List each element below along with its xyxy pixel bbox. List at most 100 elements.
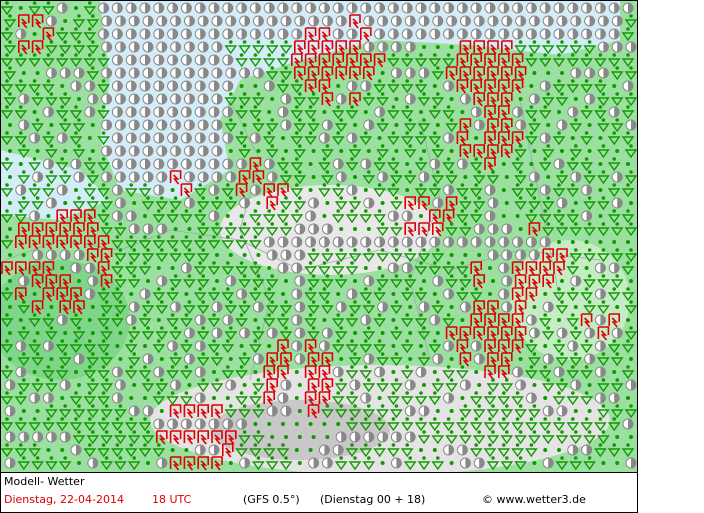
weather-symbol — [359, 131, 373, 146]
cloud-fill — [503, 3, 509, 13]
thunderstorm — [84, 209, 96, 224]
rain-dot — [281, 422, 285, 426]
rain-dot — [228, 149, 233, 153]
cloud-fill — [548, 16, 554, 26]
weather-symbol — [263, 183, 276, 198]
shower — [511, 396, 524, 406]
shower — [486, 409, 500, 419]
shower — [141, 331, 155, 341]
cloud-fill — [10, 380, 15, 390]
weather-symbol — [0, 105, 14, 120]
cloud-fill — [382, 42, 388, 52]
weather-symbol — [169, 352, 182, 367]
weather-symbol — [459, 40, 472, 55]
weather-symbol — [542, 301, 554, 313]
weather-symbol — [374, 106, 386, 118]
shower — [265, 279, 279, 289]
shower — [321, 253, 334, 263]
rain-dot — [422, 45, 426, 49]
weather-symbol — [170, 119, 182, 131]
weather-symbol — [360, 2, 372, 14]
shower-dot — [502, 443, 506, 447]
cloud-fill — [503, 289, 509, 299]
cloud-fill — [158, 81, 164, 91]
thunderstorm — [14, 261, 27, 276]
weather-symbol — [196, 300, 210, 315]
cloud-fill — [396, 458, 402, 468]
rain-dot — [8, 175, 12, 179]
weather-symbol — [445, 222, 458, 237]
weather-symbol — [211, 15, 223, 27]
shower — [514, 201, 527, 211]
shower-dot — [60, 339, 64, 343]
shower — [541, 45, 555, 55]
shower — [252, 331, 265, 341]
shower-dot — [587, 196, 592, 200]
cloud-fill — [628, 419, 633, 429]
shower — [180, 396, 193, 406]
shower-dot — [391, 157, 396, 161]
weather-symbol — [225, 396, 230, 400]
rain-dot — [225, 214, 230, 218]
shower-dot — [215, 352, 219, 356]
weather-symbol — [363, 275, 375, 287]
shower — [431, 461, 445, 471]
weather-symbol — [491, 279, 495, 283]
weather-symbol — [353, 279, 357, 283]
shower — [362, 305, 376, 315]
weather-symbol — [360, 158, 372, 170]
weather-symbol — [525, 417, 538, 432]
shower-dot — [584, 53, 589, 57]
rain-dot — [170, 266, 175, 270]
shower — [456, 266, 469, 276]
cloud-fill — [189, 120, 195, 130]
rain-dot — [615, 305, 620, 309]
shower — [514, 409, 527, 419]
cloud-fill — [189, 172, 195, 182]
weather-symbol — [125, 80, 137, 92]
shower-dot — [543, 157, 547, 161]
shower-dot — [598, 417, 603, 421]
weather-symbol — [615, 149, 620, 153]
shower — [69, 422, 83, 432]
weather-symbol — [335, 171, 347, 183]
shower — [196, 357, 210, 367]
weather-symbol — [555, 378, 569, 393]
shower-dot — [270, 456, 274, 460]
shower-dot — [5, 339, 9, 343]
cloud-fill — [175, 16, 181, 26]
weather-symbol — [390, 15, 402, 27]
shower-dot — [571, 365, 575, 369]
weather-symbol — [528, 274, 541, 289]
shower-dot — [253, 53, 258, 57]
weather-symbol — [624, 404, 638, 419]
shower-dot — [267, 53, 271, 57]
shower — [100, 409, 113, 419]
weather-symbol — [235, 261, 248, 276]
shower-dot — [601, 248, 606, 252]
weather-symbol — [321, 274, 334, 289]
shower — [72, 19, 86, 29]
shower-dot — [626, 131, 630, 135]
shower — [279, 71, 293, 81]
weather-symbol — [249, 157, 262, 172]
weather-symbol — [555, 170, 569, 185]
shower — [31, 357, 44, 367]
shower-dot — [74, 417, 78, 421]
shower-dot — [226, 287, 230, 291]
shower-dot — [298, 118, 302, 122]
weather-symbol — [194, 418, 206, 430]
rain-dot — [46, 214, 51, 218]
rain-dot — [557, 240, 561, 244]
shower-dot — [529, 365, 534, 369]
rain-dot — [129, 292, 134, 296]
cloud-fill — [145, 3, 150, 13]
shower-dot — [270, 222, 274, 226]
weather-symbol — [366, 149, 371, 153]
weather-symbol — [597, 15, 609, 27]
weather-symbol — [501, 275, 513, 287]
weather-symbol — [32, 431, 44, 443]
shower-dot — [350, 157, 354, 161]
thunderstorm — [500, 66, 513, 81]
weather-symbol — [45, 378, 58, 393]
